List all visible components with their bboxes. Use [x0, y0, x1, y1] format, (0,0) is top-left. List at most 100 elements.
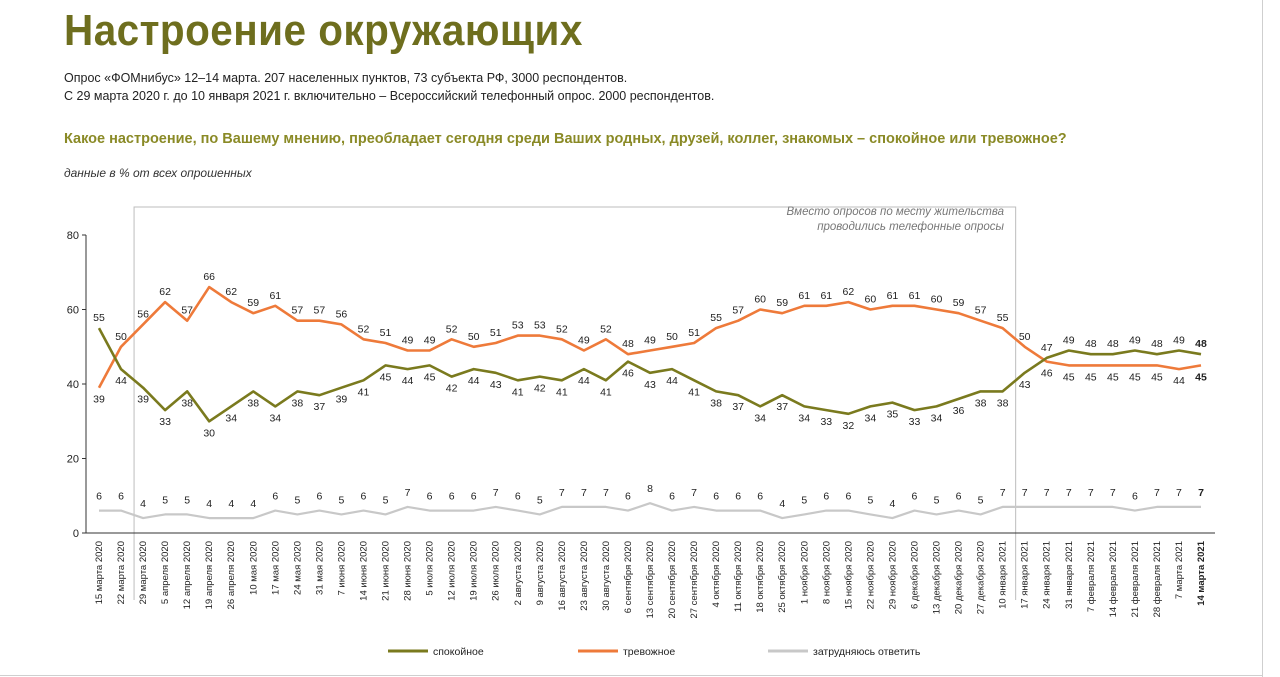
x-tick-label: 19 апреля 2020: [204, 541, 215, 609]
data-label-calm: 44: [115, 375, 127, 387]
data-label-calm: 42: [534, 383, 546, 395]
series-line-anxious: [97, 285, 1202, 389]
phone-survey-frame: [133, 206, 1017, 600]
data-label-unsure: 4: [779, 498, 785, 510]
x-tick-label: 2 августа 2020: [513, 541, 524, 605]
data-label-unsure: 8: [647, 483, 653, 495]
series-line-unsure: [99, 502, 1201, 520]
data-label-calm: 45: [424, 371, 436, 383]
data-label-anxious: 50: [1019, 331, 1031, 343]
data-label-calm: 36: [953, 405, 965, 417]
data-labels: 5539644506395643362538575306643462438594…: [93, 271, 1207, 510]
x-tick-label: 5 июля 2020: [425, 541, 436, 596]
data-label-anxious: 59: [776, 297, 788, 309]
data-label-anxious: 57: [314, 305, 326, 317]
data-label-anxious: 52: [600, 323, 612, 335]
data-label-unsure: 6: [272, 491, 278, 503]
data-label-anxious: 53: [534, 320, 546, 332]
phone-survey-bracket: [133, 206, 1017, 600]
data-label-calm: 39: [336, 394, 348, 406]
data-label-anxious: 49: [402, 334, 414, 346]
data-label-calm: 48: [1195, 338, 1207, 350]
data-label-anxious: 57: [732, 305, 744, 317]
data-label-anxious: 49: [424, 334, 436, 346]
data-label-anxious: 51: [380, 327, 392, 339]
x-tick-label: 4 октября 2020: [711, 541, 722, 608]
x-tick-label: 31 мая 2020: [314, 541, 325, 595]
data-label-calm: 38: [292, 397, 304, 409]
x-tick-label: 7 марта 2021: [1174, 541, 1185, 599]
x-tick-label: 7 июня 2020: [336, 541, 347, 596]
data-label-anxious: 55: [710, 312, 722, 324]
data-label-unsure: 6: [427, 491, 433, 503]
data-label-unsure: 7: [1088, 487, 1094, 499]
x-tick-label: 8 ноября 2020: [821, 541, 832, 604]
units-note: данные в % от всех опрошенных: [64, 166, 252, 180]
phone-survey-note-line-2: проводились телефонные опросы: [817, 221, 1004, 233]
data-label-unsure: 5: [294, 494, 300, 506]
data-label-anxious: 50: [666, 331, 678, 343]
data-label-anxious: 52: [556, 323, 568, 335]
x-tick-label: 11 октября 2020: [733, 541, 744, 612]
x-tick-label: 20 декабря 2020: [954, 541, 965, 614]
survey-question: Какое настроение, по Вашему мнению, прео…: [64, 131, 1067, 147]
legend-label-unsure: затрудняюсь ответить: [813, 646, 921, 658]
data-label-calm: 49: [1129, 334, 1141, 346]
data-label-anxious: 61: [820, 290, 832, 302]
data-label-calm: 47: [1041, 342, 1053, 354]
data-label-unsure: 7: [1154, 487, 1160, 499]
data-label-calm: 33: [820, 416, 832, 428]
data-label-anxious: 61: [269, 290, 281, 302]
data-label-calm: 35: [887, 409, 899, 421]
data-label-calm: 34: [798, 412, 810, 424]
data-label-unsure: 6: [845, 491, 851, 503]
data-label-unsure: 5: [383, 494, 389, 506]
data-label-calm: 37: [776, 401, 788, 413]
series-lines: [97, 285, 1202, 520]
data-label-anxious: 45: [1195, 371, 1207, 383]
data-label-unsure: 6: [316, 491, 322, 503]
data-label-anxious: 51: [490, 327, 502, 339]
data-label-calm: 30: [203, 427, 215, 439]
data-label-calm: 41: [512, 386, 524, 398]
data-label-unsure: 5: [339, 494, 345, 506]
data-label-unsure: 7: [691, 487, 697, 499]
data-label-unsure: 6: [669, 491, 675, 503]
data-label-anxious: 45: [1107, 371, 1119, 383]
x-tick-label: 26 июля 2020: [491, 541, 502, 601]
data-label-anxious: 39: [93, 394, 105, 406]
phone-survey-note-line-1: Вместо опросов по месту жительства: [787, 206, 1004, 218]
x-tick-label: 25 октября 2020: [777, 541, 788, 613]
data-label-calm: 43: [644, 379, 656, 391]
x-tick-label: 23 августа 2020: [579, 541, 590, 611]
axes: 0 20 40 60 80: [67, 230, 1215, 540]
data-label-calm: 44: [468, 375, 480, 387]
data-label-anxious: 60: [931, 294, 943, 306]
x-tick-label: 18 октября 2020: [755, 541, 766, 613]
data-label-unsure: 5: [978, 494, 984, 506]
data-label-anxious: 60: [865, 294, 877, 306]
legend: спокойное тревожное затрудняюсь ответить: [388, 646, 921, 658]
page-title: Настроение окружающих: [64, 6, 583, 55]
data-label-anxious: 57: [975, 305, 987, 317]
x-tick-label: 21 февраля 2021: [1130, 541, 1141, 617]
y-tick-label: 40: [67, 379, 79, 391]
data-label-unsure: 5: [162, 494, 168, 506]
x-tick-label: 15 марта 2020: [94, 541, 105, 604]
data-label-unsure: 6: [823, 491, 829, 503]
x-tick-label: 1 ноября 2020: [799, 541, 810, 604]
data-label-anxious: 55: [997, 312, 1009, 324]
data-label-calm: 43: [490, 379, 502, 391]
data-label-calm: 49: [1173, 334, 1185, 346]
page-border-bottom: [0, 675, 1263, 676]
data-label-calm: 46: [622, 368, 634, 380]
data-label-unsure: 6: [1132, 491, 1138, 503]
data-label-anxious: 61: [798, 290, 810, 302]
data-label-calm: 48: [1107, 338, 1119, 350]
data-label-calm: 34: [225, 412, 237, 424]
x-tick-label: 24 мая 2020: [292, 541, 303, 595]
data-label-calm: 33: [159, 416, 171, 428]
x-tick-label: 22 марта 2020: [116, 541, 127, 604]
data-label-unsure: 5: [184, 494, 190, 506]
data-label-unsure: 5: [537, 494, 543, 506]
